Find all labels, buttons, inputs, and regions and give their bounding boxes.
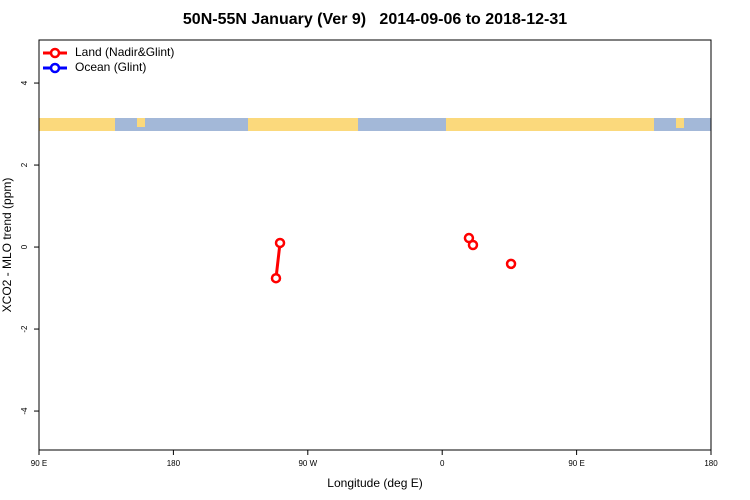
- x-tick-label: 90 W: [298, 459, 317, 468]
- data-point: [505, 258, 517, 270]
- legend-label: Land (Nadir&Glint): [75, 45, 174, 59]
- x-tick-label: 180: [167, 459, 181, 468]
- data-point: [467, 239, 479, 251]
- x-axis-title: Longitude (deg E): [327, 476, 422, 490]
- legend-marker: [49, 62, 61, 74]
- data-point: [270, 272, 282, 284]
- x-tick-label: 0: [440, 459, 445, 468]
- y-axis-title: XCO2 - MLO trend (ppm): [0, 178, 14, 313]
- data-point: [274, 237, 286, 249]
- legend-marker: [49, 47, 61, 59]
- land-ocean-strip: [39, 118, 711, 131]
- y-tick-label: 2: [20, 162, 29, 167]
- y-tick-label: 4: [20, 80, 29, 85]
- plot-frame: [38, 39, 712, 451]
- y-tick-label: 0: [20, 244, 29, 249]
- legend-label: Ocean (Glint): [75, 60, 146, 74]
- x-tick-label: 90 E: [31, 459, 47, 468]
- y-tick-label: -2: [20, 325, 29, 333]
- x-tick-label: 90 E: [568, 459, 584, 468]
- y-tick-label: -4: [20, 407, 29, 415]
- x-tick-label: 180: [704, 459, 718, 468]
- chart-title: 50N-55N January (Ver 9) 2014-09-06 to 20…: [183, 11, 567, 28]
